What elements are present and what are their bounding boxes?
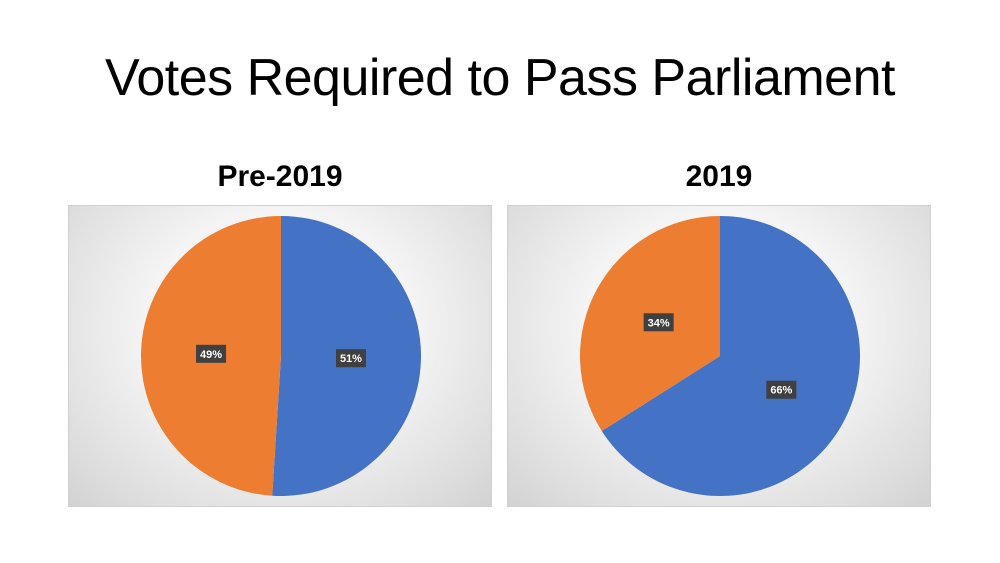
2019-data-label-text: 34% [648,317,670,329]
pie-chart-2019: 66% 34% [507,205,931,507]
chart-title-pre-2019: Pre-2019 [217,160,343,193]
pre-2019-data-label-bg [196,344,227,363]
2019-data-label-text: 66% [770,385,792,397]
pie-chart-2019-svg: 66% 34% [580,216,860,496]
pie-chart-pre-2019-svg: 51% 49% [140,216,421,497]
pre-2019-data-label-bg [335,349,366,368]
pie-chart-pre-2019: 51% 49% [68,205,492,507]
slide-title: Votes Required to Pass Parliament [105,49,895,107]
chart-title-2019: 2019 [685,160,753,193]
2019-data-label-orange: 34% [643,313,674,332]
2019-data-label-bg [643,313,674,332]
pre-2019-data-label-text: 49% [200,349,222,361]
2019-data-label-blue: 66% [766,380,797,399]
2019-data-label-bg [766,380,797,399]
pre-2019-data-label-text: 51% [340,353,362,365]
pre-2019-data-label-orange: 49% [196,344,227,363]
pre-2019-data-label-blue: 51% [335,349,366,368]
2019-slice-blue [601,216,860,496]
